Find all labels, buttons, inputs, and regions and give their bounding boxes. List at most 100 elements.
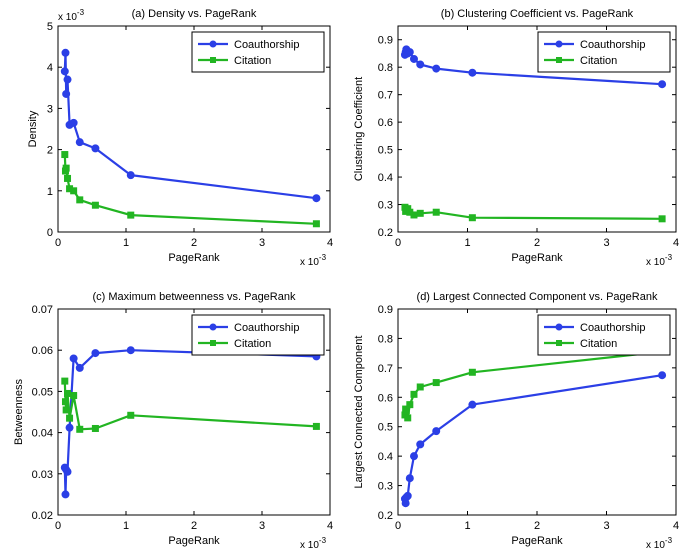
series-coauthorship	[400, 371, 667, 508]
chart-panel-3: (c) Maximum betweenness vs. PageRank 0 1 2 3…	[13, 291, 333, 551]
data-point	[76, 196, 84, 204]
x-tick-label: 3	[259, 520, 265, 532]
legend-box	[537, 31, 671, 73]
chart-panel-2: (b) Clustering Coefficient vs. PageRank 0…	[353, 8, 679, 268]
data-point	[416, 383, 424, 391]
data-point	[468, 214, 476, 222]
y-tick-label: 0.07	[32, 304, 53, 316]
data-point	[91, 201, 99, 209]
y-tick-label: 0.02	[32, 510, 53, 522]
y-tick-label: 0.4	[378, 172, 393, 184]
legend-marker	[556, 57, 562, 63]
legend: Coauthorship Citation	[537, 314, 671, 356]
x-tick-label: 2	[191, 520, 197, 532]
legend-marker	[555, 40, 563, 48]
y-tick-label: 4	[47, 62, 53, 74]
x-tick-label: 0	[55, 520, 61, 532]
data-point	[432, 208, 440, 216]
legend: Coauthorship Citation	[191, 31, 325, 73]
series-citation	[61, 151, 320, 228]
x-tick-label: 0	[395, 237, 401, 249]
y-axis-title: Largest Connected Component	[353, 336, 365, 489]
data-point	[312, 220, 320, 228]
y-tick-label: 0.5	[378, 422, 393, 434]
legend-marker	[210, 57, 216, 63]
data-point	[416, 60, 425, 69]
legend-marker	[209, 323, 217, 331]
legend-entry: Coauthorship	[234, 322, 299, 334]
legend-entry: Citation	[580, 55, 617, 67]
legend-entry: Coauthorship	[234, 39, 299, 51]
y-tick-label: 0.4	[378, 451, 393, 463]
data-point	[127, 211, 135, 219]
x-scale-exponent: -3	[665, 536, 673, 545]
data-point	[409, 452, 418, 461]
legend-marker	[555, 323, 563, 331]
series-citation	[401, 203, 666, 223]
y-tick-label: 0.03	[32, 469, 53, 481]
data-point	[312, 422, 320, 430]
y-tick-label: 0.05	[32, 386, 53, 398]
data-point	[61, 151, 69, 159]
data-point	[432, 379, 440, 387]
x-axis-title: PageRank	[511, 252, 563, 264]
x-tick-label: 4	[327, 520, 333, 532]
data-point	[62, 89, 71, 98]
legend: Coauthorship Citation	[191, 314, 325, 356]
data-point	[91, 349, 100, 358]
data-point	[405, 474, 414, 483]
data-point	[91, 144, 100, 153]
y-scale-factor: x 10-3	[58, 8, 85, 23]
y-tick-label: 0.6	[378, 392, 393, 404]
data-point	[75, 363, 84, 372]
data-point	[76, 425, 84, 433]
data-point	[127, 411, 135, 419]
y-tick-label: 0	[47, 227, 53, 239]
data-point	[409, 54, 418, 63]
legend-marker	[210, 340, 216, 346]
x-scale-factor: x 10-3	[646, 536, 673, 551]
x-scale-base: x 10	[300, 540, 319, 551]
data-point	[406, 401, 414, 409]
legend: Coauthorship Citation	[537, 31, 671, 73]
data-point	[126, 171, 135, 180]
series-coauthorship	[60, 48, 321, 203]
y-tick-label: 0.3	[378, 200, 393, 212]
y-tick-label: 0.9	[378, 304, 393, 316]
x-tick-label: 4	[673, 520, 679, 532]
x-tick-label: 4	[327, 237, 333, 249]
x-scale-factor: x 10-3	[300, 536, 327, 551]
data-point	[69, 354, 78, 363]
chart-title: (a) Density vs. PageRank	[132, 8, 257, 20]
chart-panel-4: (d) Largest Connected Component vs. Page…	[353, 291, 679, 551]
y-scale-base: x 10	[58, 12, 77, 23]
data-point	[61, 490, 70, 499]
x-axis-title: PageRank	[511, 535, 563, 547]
y-tick-label: 1	[47, 186, 53, 198]
data-point	[658, 215, 666, 223]
data-point	[69, 118, 78, 127]
data-point	[312, 194, 321, 203]
y-tick-label: 0.8	[378, 62, 393, 74]
data-point	[658, 80, 667, 89]
x-tick-label: 4	[673, 237, 679, 249]
x-axis-title: PageRank	[168, 252, 220, 264]
y-tick-label: 0.6	[378, 117, 393, 129]
data-point	[416, 440, 425, 449]
x-scale-exponent: -3	[665, 253, 673, 262]
data-point	[126, 346, 135, 355]
data-point	[410, 211, 418, 219]
x-tick-label: 1	[123, 520, 129, 532]
data-point	[658, 371, 667, 380]
series-citation	[61, 377, 320, 433]
data-point	[405, 48, 414, 57]
data-point	[70, 187, 78, 195]
y-tick-label: 0.06	[32, 345, 53, 357]
data-point	[62, 406, 70, 414]
data-point	[61, 48, 70, 57]
y-axis-title: Betweenness	[13, 378, 25, 445]
x-tick-label: 2	[191, 237, 197, 249]
y-tick-label: 0.8	[378, 333, 393, 345]
data-point	[468, 400, 477, 409]
